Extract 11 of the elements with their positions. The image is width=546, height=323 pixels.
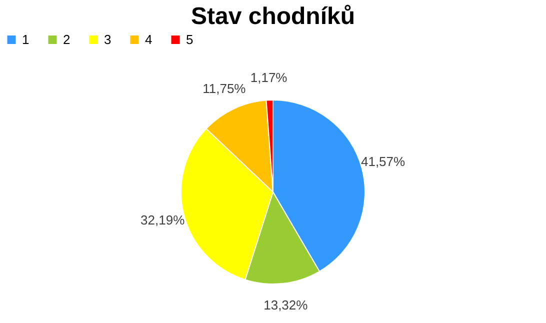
data-label: 13,32% xyxy=(264,297,308,312)
legend-label: 2 xyxy=(63,32,70,47)
data-label: 1,17% xyxy=(250,70,288,86)
data-label: 32,19% xyxy=(140,212,186,228)
legend-label: 5 xyxy=(186,32,194,47)
legend-label: 3 xyxy=(104,32,112,47)
chart-title: Stav chodníků xyxy=(190,3,356,30)
data-label: 41,57% xyxy=(360,154,406,170)
legend-label: 4 xyxy=(145,32,152,47)
data-label: 11,75% xyxy=(202,80,246,96)
legend-label: 1 xyxy=(22,32,30,47)
